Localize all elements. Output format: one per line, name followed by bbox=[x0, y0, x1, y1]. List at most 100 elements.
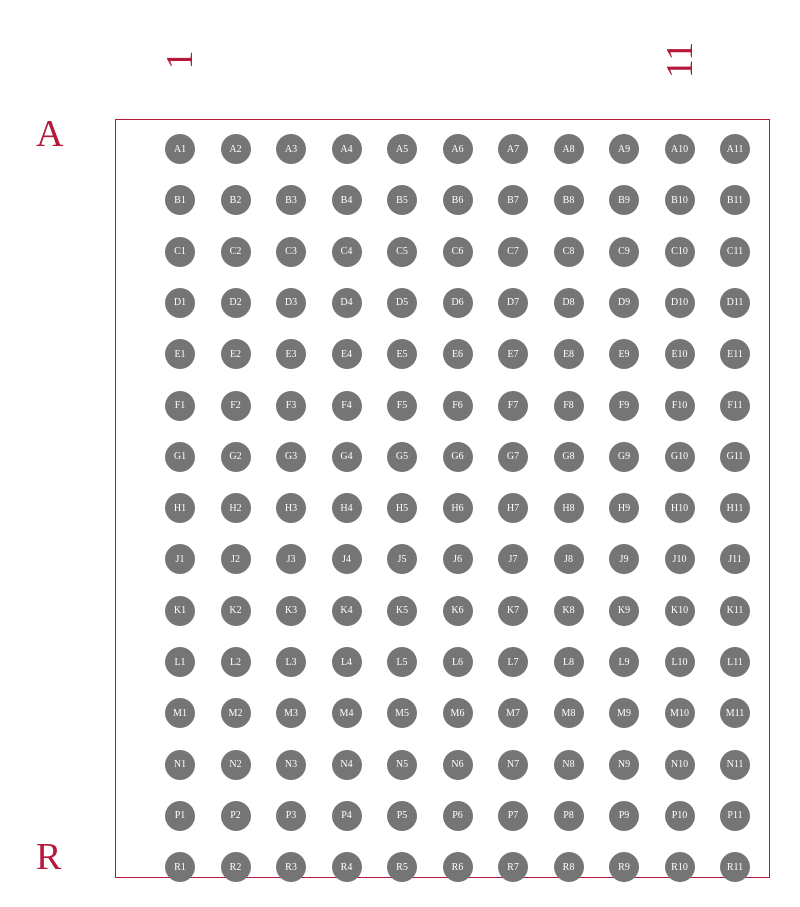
ball-A11: A11 bbox=[720, 134, 750, 164]
ball-H5: H5 bbox=[387, 493, 417, 523]
ball-M6: M6 bbox=[443, 698, 473, 728]
ball-E1: E1 bbox=[165, 339, 195, 369]
ball-K10: K10 bbox=[665, 596, 695, 626]
ball-N2: N2 bbox=[221, 750, 251, 780]
ball-P5: P5 bbox=[387, 801, 417, 831]
ball-J6: J6 bbox=[443, 544, 473, 574]
ball-C5: C5 bbox=[387, 237, 417, 267]
ball-P11: P11 bbox=[720, 801, 750, 831]
ball-A9: A9 bbox=[609, 134, 639, 164]
ball-L6: L6 bbox=[443, 647, 473, 677]
ball-D9: D9 bbox=[609, 288, 639, 318]
ball-H9: H9 bbox=[609, 493, 639, 523]
ball-F10: F10 bbox=[665, 391, 695, 421]
ball-A5: A5 bbox=[387, 134, 417, 164]
ball-B10: B10 bbox=[665, 185, 695, 215]
ball-H1: H1 bbox=[165, 493, 195, 523]
ball-P7: P7 bbox=[498, 801, 528, 831]
ball-E9: E9 bbox=[609, 339, 639, 369]
ball-F6: F6 bbox=[443, 391, 473, 421]
ball-L4: L4 bbox=[332, 647, 362, 677]
ball-G9: G9 bbox=[609, 442, 639, 472]
ball-E5: E5 bbox=[387, 339, 417, 369]
ball-H3: H3 bbox=[276, 493, 306, 523]
ball-G6: G6 bbox=[443, 442, 473, 472]
ball-E8: E8 bbox=[554, 339, 584, 369]
ball-E10: E10 bbox=[665, 339, 695, 369]
ball-L5: L5 bbox=[387, 647, 417, 677]
ball-B4: B4 bbox=[332, 185, 362, 215]
ball-G4: G4 bbox=[332, 442, 362, 472]
ball-P4: P4 bbox=[332, 801, 362, 831]
ball-R11: R11 bbox=[720, 852, 750, 882]
ball-L2: L2 bbox=[221, 647, 251, 677]
ball-P9: P9 bbox=[609, 801, 639, 831]
ball-J8: J8 bbox=[554, 544, 584, 574]
ball-L7: L7 bbox=[498, 647, 528, 677]
ball-H10: H10 bbox=[665, 493, 695, 523]
ball-J2: J2 bbox=[221, 544, 251, 574]
ball-D10: D10 bbox=[665, 288, 695, 318]
ball-G11: G11 bbox=[720, 442, 750, 472]
ball-L9: L9 bbox=[609, 647, 639, 677]
ball-G8: G8 bbox=[554, 442, 584, 472]
ball-R10: R10 bbox=[665, 852, 695, 882]
ball-M8: M8 bbox=[554, 698, 584, 728]
ball-N1: N1 bbox=[165, 750, 195, 780]
ball-F2: F2 bbox=[221, 391, 251, 421]
ball-E7: E7 bbox=[498, 339, 528, 369]
ball-L11: L11 bbox=[720, 647, 750, 677]
ball-G3: G3 bbox=[276, 442, 306, 472]
ball-C10: C10 bbox=[665, 237, 695, 267]
col-label-last: 11 bbox=[661, 42, 699, 79]
ball-G10: G10 bbox=[665, 442, 695, 472]
ball-M4: M4 bbox=[332, 698, 362, 728]
ball-P1: P1 bbox=[165, 801, 195, 831]
ball-N11: N11 bbox=[720, 750, 750, 780]
ball-R7: R7 bbox=[498, 852, 528, 882]
ball-K6: K6 bbox=[443, 596, 473, 626]
ball-J10: J10 bbox=[665, 544, 695, 574]
ball-H6: H6 bbox=[443, 493, 473, 523]
ball-C3: C3 bbox=[276, 237, 306, 267]
ball-B2: B2 bbox=[221, 185, 251, 215]
ball-A2: A2 bbox=[221, 134, 251, 164]
ball-L8: L8 bbox=[554, 647, 584, 677]
ball-N4: N4 bbox=[332, 750, 362, 780]
ball-R9: R9 bbox=[609, 852, 639, 882]
ball-K11: K11 bbox=[720, 596, 750, 626]
row-label-first: A bbox=[36, 115, 63, 153]
ball-F9: F9 bbox=[609, 391, 639, 421]
ball-K4: K4 bbox=[332, 596, 362, 626]
ball-D3: D3 bbox=[276, 288, 306, 318]
ball-C2: C2 bbox=[221, 237, 251, 267]
ball-H7: H7 bbox=[498, 493, 528, 523]
ball-F4: F4 bbox=[332, 391, 362, 421]
ball-G1: G1 bbox=[165, 442, 195, 472]
ball-M2: M2 bbox=[221, 698, 251, 728]
ball-K7: K7 bbox=[498, 596, 528, 626]
ball-C1: C1 bbox=[165, 237, 195, 267]
ball-B8: B8 bbox=[554, 185, 584, 215]
ball-A8: A8 bbox=[554, 134, 584, 164]
ball-C7: C7 bbox=[498, 237, 528, 267]
ball-F1: F1 bbox=[165, 391, 195, 421]
ball-R6: R6 bbox=[443, 852, 473, 882]
ball-N7: N7 bbox=[498, 750, 528, 780]
ball-R8: R8 bbox=[554, 852, 584, 882]
ball-G2: G2 bbox=[221, 442, 251, 472]
ball-N9: N9 bbox=[609, 750, 639, 780]
ball-H11: H11 bbox=[720, 493, 750, 523]
ball-P2: P2 bbox=[221, 801, 251, 831]
ball-L3: L3 bbox=[276, 647, 306, 677]
ball-F8: F8 bbox=[554, 391, 584, 421]
ball-E11: E11 bbox=[720, 339, 750, 369]
ball-C4: C4 bbox=[332, 237, 362, 267]
ball-H4: H4 bbox=[332, 493, 362, 523]
ball-K2: K2 bbox=[221, 596, 251, 626]
ball-E6: E6 bbox=[443, 339, 473, 369]
ball-P6: P6 bbox=[443, 801, 473, 831]
ball-H8: H8 bbox=[554, 493, 584, 523]
ball-D11: D11 bbox=[720, 288, 750, 318]
ball-F11: F11 bbox=[720, 391, 750, 421]
